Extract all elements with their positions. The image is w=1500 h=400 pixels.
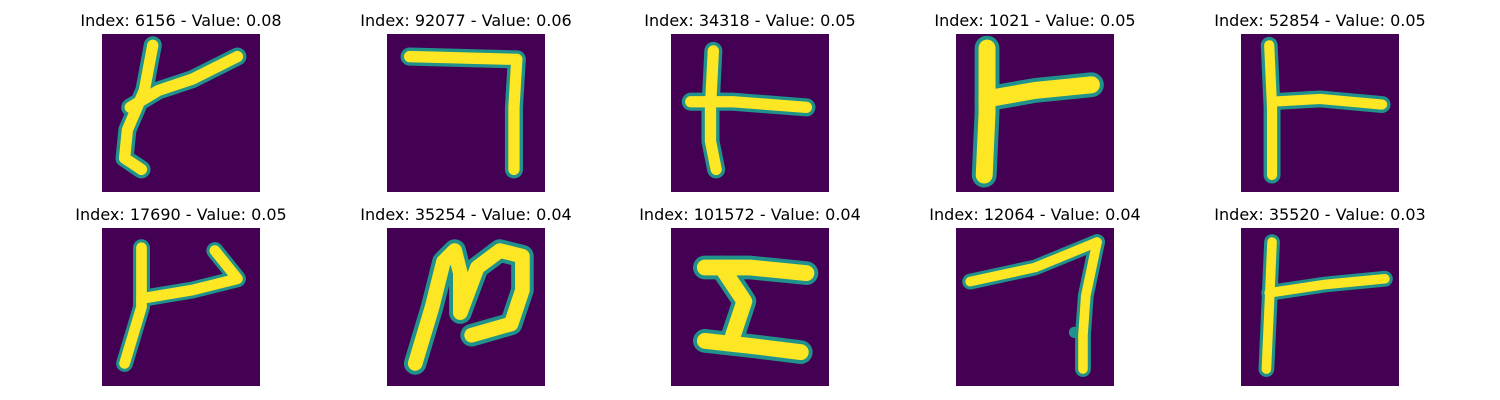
handwritten-glyph-image bbox=[956, 34, 1114, 192]
panel-title: Index: 34318 - Value: 0.05 bbox=[644, 11, 856, 30]
panel-title: Index: 101572 - Value: 0.04 bbox=[639, 205, 861, 224]
panel-title: Index: 52854 - Value: 0.05 bbox=[1214, 11, 1426, 30]
handwritten-glyph-image bbox=[387, 228, 545, 386]
handwritten-glyph-image bbox=[671, 34, 829, 192]
handwritten-glyph-image bbox=[1241, 34, 1399, 192]
handwritten-glyph-image bbox=[102, 228, 260, 386]
panel-title: Index: 12064 - Value: 0.04 bbox=[929, 205, 1141, 224]
panel-title: Index: 17690 - Value: 0.05 bbox=[75, 205, 287, 224]
panel-title: Index: 1021 - Value: 0.05 bbox=[934, 11, 1136, 30]
panel-title: Index: 92077 - Value: 0.06 bbox=[360, 11, 572, 30]
panel-title: Index: 35520 - Value: 0.03 bbox=[1214, 205, 1426, 224]
panel-title: Index: 6156 - Value: 0.08 bbox=[80, 11, 282, 30]
handwritten-glyph-image bbox=[1241, 228, 1399, 386]
panel-title: Index: 35254 - Value: 0.04 bbox=[360, 205, 572, 224]
handwritten-glyph-image bbox=[671, 228, 829, 386]
handwritten-glyph-image bbox=[387, 34, 545, 192]
handwritten-glyph-image bbox=[102, 34, 260, 192]
handwritten-glyph-image bbox=[956, 228, 1114, 386]
